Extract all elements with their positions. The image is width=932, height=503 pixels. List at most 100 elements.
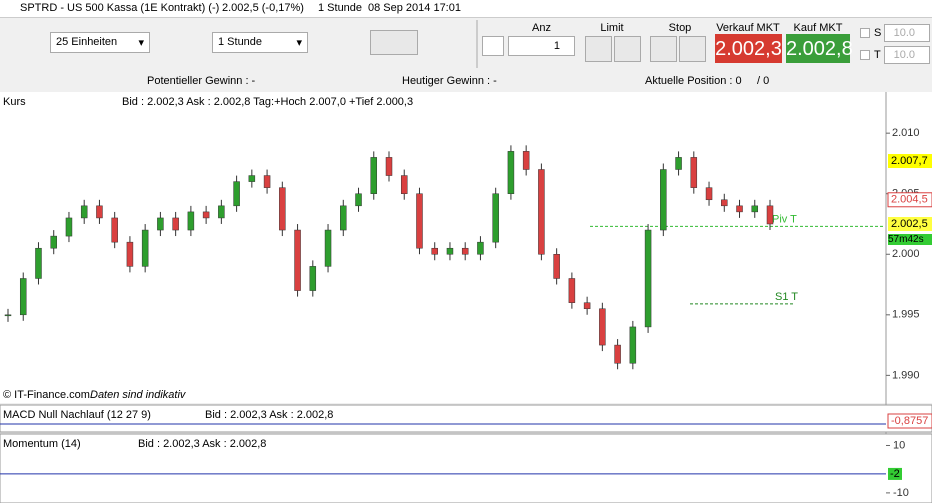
s-value: 10.0: [893, 27, 915, 39]
momentum-name: Momentum (14): [3, 438, 81, 450]
chart-name: Kurs: [3, 96, 26, 108]
candle: [690, 157, 698, 188]
change: 2.002,5 (-0,17%): [222, 2, 304, 14]
y-tick-label: 1.990: [892, 369, 920, 381]
candle: [126, 241, 134, 267]
candle: [65, 217, 73, 237]
candle: [629, 326, 637, 364]
y-tick-label: 2.000: [892, 248, 920, 260]
period: 1 Stunde: [218, 36, 263, 48]
today-gain: Heutiger Gewinn : -: [402, 75, 497, 87]
period-dropdown[interactable]: 1 Stunde ▾: [212, 32, 308, 53]
candle: [202, 211, 210, 219]
price-marker: [888, 154, 932, 169]
candle: [675, 157, 682, 170]
tool-button[interactable]: [482, 36, 504, 56]
t-input[interactable]: 10.0: [884, 46, 930, 64]
candle: [461, 247, 469, 255]
candle: [4, 314, 12, 317]
limit-sell[interactable]: [614, 36, 641, 62]
datetime: 08 Sep 2014 17:01: [368, 2, 461, 14]
limit-buy[interactable]: [585, 36, 612, 62]
candle: [751, 205, 759, 213]
y-tick-label: -10: [893, 487, 909, 499]
momentum-panel: [0, 433, 932, 503]
candle: [218, 205, 225, 219]
candle: [492, 193, 499, 243]
indicator-button[interactable]: [370, 30, 418, 55]
candle: [157, 217, 164, 231]
candle: [233, 181, 240, 207]
candle: [279, 187, 286, 231]
candle: [96, 205, 103, 219]
candle: [263, 175, 271, 188]
candle: [568, 278, 576, 303]
candle: [766, 205, 774, 225]
sell-label: Verkauf MKT: [716, 22, 780, 34]
position: Aktuelle Position : 0: [645, 75, 742, 87]
candle: [141, 229, 149, 267]
countdown: 57m42s: [888, 234, 932, 245]
interval: 1 Stunde: [318, 2, 363, 14]
s-label: S: [874, 27, 882, 39]
sell-price: 2.002,3: [715, 38, 782, 60]
candle: [248, 175, 256, 182]
candle: [324, 229, 332, 267]
buy-label: Kauf MKT: [793, 22, 843, 34]
candle: [446, 247, 454, 255]
qty-input[interactable]: 1: [508, 36, 575, 56]
t-checkbox[interactable]: [860, 50, 870, 60]
y-tick-label: 1.995: [892, 309, 920, 321]
y-tick-label: 10: [893, 439, 905, 451]
note: Daten sind indikativ: [90, 389, 186, 401]
candle: [416, 193, 423, 249]
stop-sell[interactable]: [679, 36, 706, 62]
candle: [614, 344, 621, 364]
macd-marker: [887, 413, 932, 429]
limit-label: Limit: [600, 22, 624, 34]
buy-button[interactable]: 2.002,8: [786, 34, 853, 63]
price-marker: [888, 216, 932, 231]
candle: [35, 247, 42, 279]
candle: [583, 302, 591, 310]
sell-button[interactable]: 2.002,3: [715, 34, 782, 63]
stop-buy[interactable]: [650, 36, 677, 62]
momentum-quote: Bid : 2.002,3 Ask : 2.002,8: [138, 438, 267, 450]
s-checkbox[interactable]: [860, 28, 870, 38]
candle: [370, 157, 378, 194]
candle: [736, 205, 743, 213]
instrument: SPTRD - US 500 Kassa (1E Kontrakt) (-): [20, 2, 220, 14]
candle: [599, 308, 606, 346]
level-label: S1 T: [775, 291, 798, 303]
chart-quote: Bid : 2.002,3 Ask : 2.002,8 Tag:+Hoch 2.…: [122, 96, 414, 108]
candle: [644, 229, 652, 328]
candle: [522, 151, 530, 170]
t-value: 10.0: [893, 49, 915, 61]
potential-gain: Potentieller Gewinn : -: [147, 75, 256, 87]
candle: [385, 157, 393, 176]
units: 25 Einheiten: [56, 36, 118, 48]
candle: [340, 205, 347, 231]
credit: © IT-Finance.com: [3, 389, 90, 401]
momentum-marker: [888, 467, 902, 480]
title-bar: [0, 0, 932, 18]
candle: [400, 175, 408, 194]
candle: [553, 254, 560, 279]
candle: [19, 278, 27, 316]
separator: [476, 20, 478, 68]
macd-panel: [0, 404, 932, 433]
macd-quote: Bid : 2.002,3 Ask : 2.002,8: [205, 409, 334, 421]
macd-name: MACD Null Nachlauf (12 27 9): [3, 409, 151, 421]
candle: [538, 169, 545, 255]
candle: [172, 217, 179, 231]
candle: [431, 247, 438, 255]
position-total: / 0: [757, 75, 770, 87]
s-input[interactable]: 10.0: [884, 24, 930, 42]
units-dropdown[interactable]: 25 Einheiten ▾: [50, 32, 150, 53]
candle: [660, 169, 667, 231]
candle: [111, 217, 118, 243]
momentum-marker-label: -2: [890, 468, 900, 480]
candle: [477, 241, 484, 255]
